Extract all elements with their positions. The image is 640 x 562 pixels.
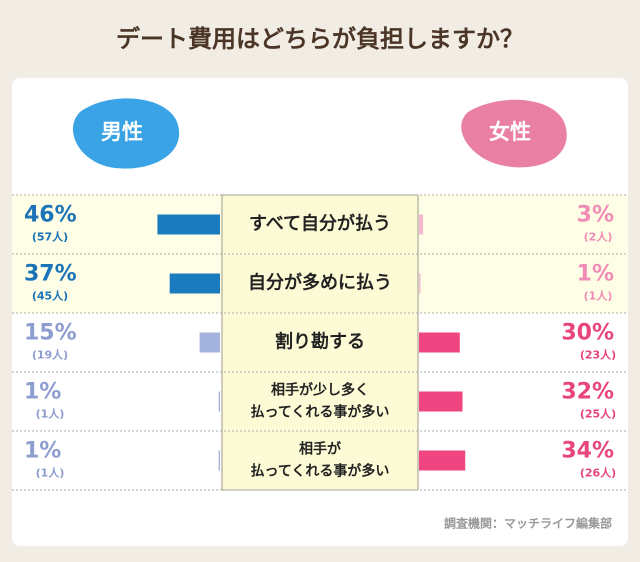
count-label: (1人) [36,407,65,421]
legend-label: 女性 [489,120,531,144]
value-label: 3% [577,203,614,228]
category-label: 割り勘する [275,331,365,353]
female-blob [461,99,567,168]
bar [218,450,220,471]
value-label: 46% [24,203,77,228]
category-label: 払ってくれる事が多い [251,463,390,480]
chart-title: デート費用はどちらが負担しますか？ [116,25,524,53]
count-label: (1人) [584,289,613,303]
count-label: (26人) [580,466,616,480]
count-label: (2人) [584,230,613,244]
category-label: すべて自分が払う [249,213,391,235]
bar [419,273,421,294]
bar [169,273,220,294]
count-label: (25人) [580,407,616,421]
category-label: 相手が少し多く [271,382,369,399]
count-label: (57人) [32,230,68,244]
value-label: 1% [24,380,61,405]
value-label: 30% [561,321,614,346]
value-label: 1% [577,262,614,287]
bar [419,450,466,471]
value-label: 32% [561,380,614,405]
bar [419,391,463,412]
category-label: 払ってくれる事が多い [251,404,390,421]
count-label: (45人) [32,289,68,303]
source: 調査機関：マッチライフ編集部 [444,516,612,531]
category-label: 相手が [299,441,342,458]
value-label: 15% [24,321,77,346]
bar [419,332,460,353]
count-label: (19人) [32,348,68,362]
bar [199,332,220,353]
count-label: (23人) [580,348,616,362]
value-label: 37% [24,262,77,287]
value-label: 34% [561,439,614,464]
male-blob [72,98,180,169]
bar [419,214,424,235]
center-column [221,194,419,491]
bar [157,214,220,235]
category-label: 自分が多めに払う [248,272,392,294]
bar [218,391,220,412]
count-label: (1人) [36,466,65,480]
value-label: 1% [24,439,61,464]
legend-label: 男性 [101,120,143,144]
